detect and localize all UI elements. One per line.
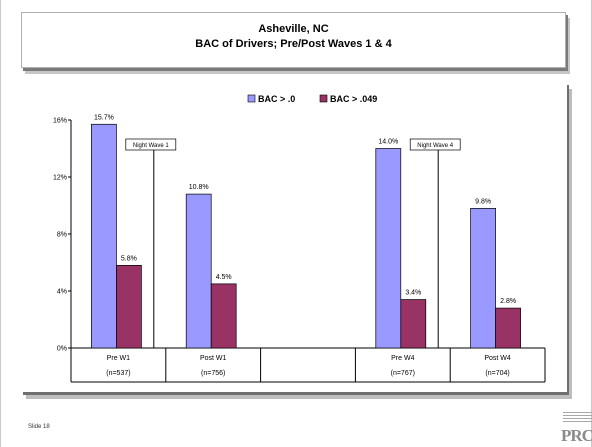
y-tick-label: 0% [57,346,67,353]
category-label: Pre W1 [107,355,130,362]
bar-bac-gt-049 [116,265,142,349]
data-label: 14.0% [378,139,398,146]
y-tick-label: 4% [57,289,67,296]
category-sublabel: (n=756) [201,370,225,377]
y-tick-label: 12% [53,175,67,182]
annotation-box [409,138,461,151]
bar-bac-gt-0 [91,123,117,349]
annotation-label: Night Wave 1 [133,143,169,149]
data-label: 10.8% [189,184,209,191]
bar-bac-gt-0 [375,148,402,349]
prc-logo: PRC [561,410,592,447]
category-label: Post W4 [484,355,511,362]
bar-bac-gt-0 [185,193,212,349]
slide-title: Asheville, NC [258,23,329,35]
bar-chart: 0% 4% 8% 12% 16% 15.7% 10.8% 14.0% 9.8% 5.8% 4.5% 3… [53,94,546,383]
bar-bac-gt-0 [470,207,496,349]
y-tick-label: 16% [53,118,67,125]
data-label: 5.8% [121,255,137,262]
logo-stripes [563,412,592,426]
legend-label: BAC > .049 [330,94,377,104]
legend-label: BAC > .0 [258,94,295,104]
y-tick-label: 8% [57,232,67,239]
title-box: Asheville, NC BAC of Drivers; Pre/Post W… [21,12,566,68]
category-sublabel: (n=767) [391,370,415,377]
slide-subtitle: BAC of Drivers; Pre/Post Waves 1 & 4 [195,38,392,50]
data-label: 15.7% [94,114,114,121]
category-label: Pre W4 [391,355,414,362]
category-sublabel: (n=537) [106,370,130,377]
annotation-label: Night Wave 4 [417,143,453,149]
bar-bac-gt-049 [400,299,427,349]
annotation-box [125,138,177,151]
logo-text: PRC [561,426,592,445]
category-sublabel: (n=704) [485,370,509,377]
category-label: Post W1 [200,355,227,362]
data-label: 3.4% [405,290,421,297]
bar-bac-gt-049 [495,307,521,349]
data-label: 2.8% [500,298,516,305]
data-label: 4.5% [216,274,232,281]
legend-swatch [247,94,256,103]
chart-frame: 0% 4% 8% 12% 16% 15.7% 10.8% 14.0% 9.8% 5.8% 4.5% 3… [21,82,567,392]
bar-bac-gt-049 [210,283,237,349]
data-label: 9.8% [475,198,491,205]
legend-swatch [319,94,328,103]
slide-number: Slide 18 [28,424,50,430]
